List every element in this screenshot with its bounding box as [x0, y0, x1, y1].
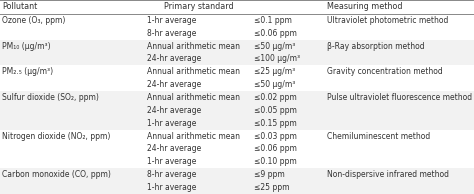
Bar [0, 168, 474, 181]
Text: ≤0.06 ppm: ≤0.06 ppm [254, 145, 296, 153]
Text: 24-hr average: 24-hr average [147, 55, 201, 63]
Text: Annual arithmetic mean: Annual arithmetic mean [147, 93, 240, 102]
Text: Pollutant: Pollutant [2, 3, 37, 11]
Text: Pulse ultraviolet fluorescence method: Pulse ultraviolet fluorescence method [327, 93, 472, 102]
Bar [0, 78, 474, 91]
Text: Annual arithmetic mean: Annual arithmetic mean [147, 42, 240, 51]
Text: 1-hr average: 1-hr average [147, 119, 196, 128]
Bar [0, 53, 474, 65]
Text: ≤0.1 ppm: ≤0.1 ppm [254, 16, 292, 25]
Text: Measuring method: Measuring method [327, 3, 402, 11]
Text: Sulfur dioxide (SO₂, ppm): Sulfur dioxide (SO₂, ppm) [2, 93, 99, 102]
Text: 24-hr average: 24-hr average [147, 80, 201, 89]
Text: 1-hr average: 1-hr average [147, 157, 196, 166]
Text: 8-hr average: 8-hr average [147, 29, 196, 38]
Text: Carbon monoxide (CO, ppm): Carbon monoxide (CO, ppm) [2, 170, 111, 179]
Text: Ozone (O₃, ppm): Ozone (O₃, ppm) [2, 16, 66, 25]
Text: 24-hr average: 24-hr average [147, 145, 201, 153]
Bar [0, 130, 474, 143]
Text: ≤100 μg/m³: ≤100 μg/m³ [254, 55, 300, 63]
Text: ≤0.05 ppm: ≤0.05 ppm [254, 106, 296, 115]
Text: ≤50 μg/m³: ≤50 μg/m³ [254, 80, 295, 89]
Bar [0, 91, 474, 104]
Text: β-Ray absorption method: β-Ray absorption method [327, 42, 425, 51]
Bar [0, 104, 474, 117]
Text: PM₂.₅ (μg/m³): PM₂.₅ (μg/m³) [2, 67, 54, 76]
Bar [0, 181, 474, 194]
Text: Annual arithmetic mean: Annual arithmetic mean [147, 67, 240, 76]
Text: 24-hr average: 24-hr average [147, 106, 201, 115]
Text: ≤0.10 ppm: ≤0.10 ppm [254, 157, 296, 166]
Text: Ultraviolet photometric method: Ultraviolet photometric method [327, 16, 448, 25]
Bar [0, 14, 474, 27]
Text: ≤50 μg/m³: ≤50 μg/m³ [254, 42, 295, 51]
Text: Primary standard: Primary standard [164, 3, 234, 11]
Text: ≤25 μg/m³: ≤25 μg/m³ [254, 67, 295, 76]
Bar [0, 117, 474, 130]
Text: Non-dispersive infrared method: Non-dispersive infrared method [327, 170, 449, 179]
Text: Gravity concentration method: Gravity concentration method [327, 67, 443, 76]
Text: 1-hr average: 1-hr average [147, 183, 196, 192]
Text: Annual arithmetic mean: Annual arithmetic mean [147, 132, 240, 141]
Bar [0, 27, 474, 40]
Bar [0, 65, 474, 78]
Text: 8-hr average: 8-hr average [147, 170, 196, 179]
Bar [0, 40, 474, 53]
Text: ≤9 ppm: ≤9 ppm [254, 170, 284, 179]
Text: ≤0.15 ppm: ≤0.15 ppm [254, 119, 296, 128]
Bar [0, 143, 474, 155]
Text: ≤0.06 ppm: ≤0.06 ppm [254, 29, 296, 38]
Text: Nitrogen dioxide (NO₂, ppm): Nitrogen dioxide (NO₂, ppm) [2, 132, 111, 141]
Text: 1-hr average: 1-hr average [147, 16, 196, 25]
Text: ≤25 ppm: ≤25 ppm [254, 183, 289, 192]
Text: ≤0.02 ppm: ≤0.02 ppm [254, 93, 296, 102]
Text: Chemiluminescent method: Chemiluminescent method [327, 132, 430, 141]
Bar [0, 155, 474, 168]
Text: PM₁₀ (μg/m³): PM₁₀ (μg/m³) [2, 42, 51, 51]
Text: ≤0.03 ppm: ≤0.03 ppm [254, 132, 296, 141]
